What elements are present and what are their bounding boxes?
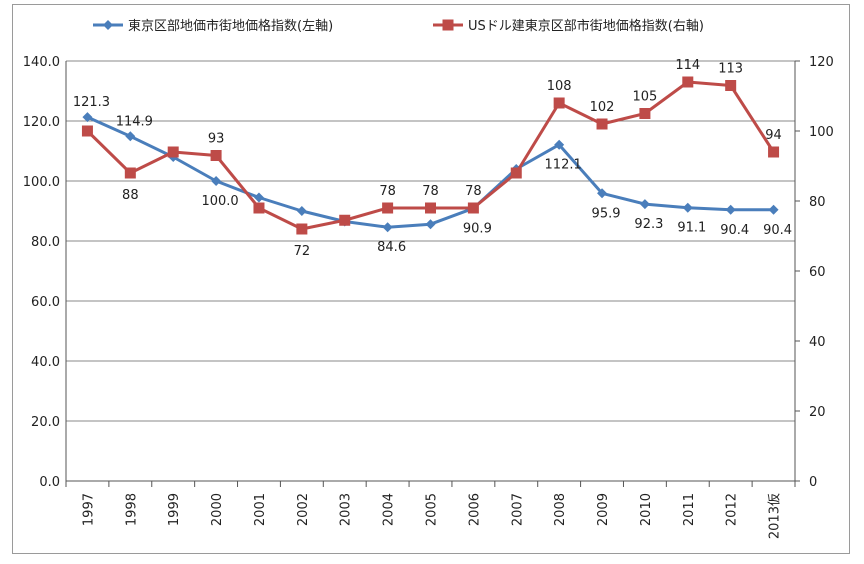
x-axis-tick-label: 2000 bbox=[210, 493, 225, 526]
data-point-square bbox=[596, 118, 608, 130]
data-point-diamond bbox=[639, 199, 650, 210]
data-label-right-series: 102 bbox=[590, 100, 615, 115]
data-point-square bbox=[382, 202, 394, 214]
data-point-diamond bbox=[253, 192, 264, 203]
x-axis-tick-label: 2001 bbox=[253, 493, 268, 526]
legend-label-2: USドル建東京区部市街地価格指数(右軸) bbox=[468, 18, 704, 34]
right-axis-tick-label: 100 bbox=[809, 125, 834, 140]
x-axis-tick-label: 2010 bbox=[639, 493, 654, 526]
left-axis-tick-label: 140.0 bbox=[23, 55, 60, 70]
chart-frame: 東京区部地価市街地価格指数(左軸) USドル建東京区部市街地価格指数(右軸) 0.… bbox=[12, 4, 850, 554]
x-axis-tick-label: 2013仮 bbox=[768, 493, 783, 539]
data-label-right-series: 113 bbox=[718, 62, 743, 77]
data-point-diamond bbox=[82, 112, 93, 123]
right-axis-tick-label: 120 bbox=[809, 55, 834, 70]
data-point-square bbox=[339, 214, 351, 226]
data-point-square bbox=[768, 146, 780, 158]
x-axis-tick-label: 2011 bbox=[682, 493, 697, 526]
data-point-square bbox=[553, 97, 565, 109]
x-axis-tick-label: 2009 bbox=[596, 493, 611, 526]
data-label-right-series: 105 bbox=[632, 90, 657, 105]
legend: 東京区部地価市街地価格指数(左軸) USドル建東京区部市街地価格指数(右軸) bbox=[93, 18, 704, 34]
data-label-left-series: 112.1 bbox=[545, 158, 582, 173]
data-point-diamond bbox=[296, 206, 307, 216]
data-label-left-series: 95.9 bbox=[592, 206, 621, 221]
data-label-right-series: 72 bbox=[294, 244, 311, 259]
data-label-left-series: 90.4 bbox=[763, 223, 792, 238]
legend-marker-square bbox=[442, 19, 454, 31]
left-axis-tick-label: 80.0 bbox=[31, 235, 60, 250]
x-axis-tick-label: 1997 bbox=[81, 493, 96, 526]
left-axis-tick-label: 0.0 bbox=[39, 475, 60, 490]
data-label-right-series: 94 bbox=[765, 128, 782, 143]
data-label-left-series: 121.3 bbox=[73, 95, 110, 110]
data-point-diamond bbox=[554, 139, 565, 150]
x-axis-tick-label: 2006 bbox=[467, 493, 482, 526]
data-label-left-series: 114.9 bbox=[116, 114, 153, 129]
data-point-square bbox=[210, 150, 222, 161]
left-axis-tick-label: 100.0 bbox=[23, 175, 60, 190]
data-label-left-series: 90.9 bbox=[463, 221, 492, 236]
legend-marker-diamond bbox=[103, 20, 113, 30]
right-axis-tick-label: 40 bbox=[809, 335, 826, 350]
x-axis-tick-label: 2012 bbox=[725, 493, 740, 526]
data-point-diamond bbox=[125, 131, 136, 142]
right-axis-tick-label: 60 bbox=[809, 265, 826, 280]
right-axis-tick-label: 0 bbox=[809, 475, 817, 490]
data-label-right-series: 108 bbox=[547, 79, 572, 94]
data-point-diamond bbox=[768, 204, 779, 215]
x-axis-tick-label: 2004 bbox=[382, 493, 397, 526]
data-point-diamond bbox=[682, 202, 693, 213]
data-label-right-series: 88 bbox=[122, 188, 139, 203]
x-axis-tick-label: 2005 bbox=[425, 493, 440, 526]
legend-label-1: 東京区部地価市街地価格指数(左軸) bbox=[128, 18, 333, 34]
data-point-square bbox=[81, 125, 93, 137]
x-axis-tick-label: 2003 bbox=[339, 493, 354, 526]
data-point-diamond bbox=[382, 222, 393, 233]
data-point-diamond bbox=[725, 204, 736, 215]
data-label-left-series: 92.3 bbox=[634, 217, 663, 232]
data-point-diamond bbox=[597, 188, 608, 199]
data-point-square bbox=[725, 80, 737, 91]
data-point-square bbox=[510, 167, 522, 179]
data-label-left-series: 84.6 bbox=[377, 240, 406, 255]
data-point-square bbox=[124, 167, 136, 179]
x-axis-tick-label: 2008 bbox=[553, 493, 568, 526]
left-axis-tick-label: 20.0 bbox=[31, 415, 60, 430]
data-label-right-series: 114 bbox=[675, 58, 700, 73]
data-label-right-series: 78 bbox=[422, 184, 439, 199]
left-axis-tick-label: 40.0 bbox=[31, 355, 60, 370]
gridlines bbox=[66, 60, 795, 482]
data-point-square bbox=[296, 223, 308, 235]
data-label-right-series: 78 bbox=[465, 184, 482, 199]
series-layer bbox=[81, 76, 780, 235]
x-axis-tick-label: 2007 bbox=[510, 493, 525, 526]
data-label-right-series: 93 bbox=[208, 132, 225, 147]
x-axis-tick-label: 1998 bbox=[124, 493, 139, 526]
x-axis-tick-label: 2002 bbox=[296, 493, 311, 526]
data-point-square bbox=[467, 202, 479, 214]
left-axis-tick-label: 60.0 bbox=[31, 295, 60, 310]
data-point-square bbox=[253, 202, 265, 214]
x-axis-tick-label: 1999 bbox=[167, 493, 182, 526]
right-axis-tick-label: 20 bbox=[809, 405, 826, 420]
data-label-left-series: 90.4 bbox=[720, 223, 749, 238]
data-point-square bbox=[425, 202, 436, 214]
left-axis-tick-label: 120.0 bbox=[23, 115, 60, 130]
data-point-square bbox=[167, 146, 179, 158]
data-label-right-series: 78 bbox=[379, 184, 396, 199]
data-point-square bbox=[682, 76, 694, 88]
data-label-left-series: 100.0 bbox=[201, 194, 238, 209]
axes: 0.0 20.0 40.0 60.0 80.0 100.0 120.0 140.0 0 20 40 6… bbox=[23, 55, 834, 539]
data-point-diamond bbox=[425, 219, 436, 230]
data-point-diamond bbox=[211, 176, 222, 186]
data-label-left-series: 91.1 bbox=[677, 221, 706, 236]
data-point-square bbox=[639, 108, 651, 119]
data-labels: 121.3 114.9 100.0 84.6 90.9 112.1 95.9 92.3 91.1… bbox=[73, 58, 792, 259]
chart-svg: 東京区部地価市街地価格指数(左軸) USドル建東京区部市街地価格指数(右軸) 0.… bbox=[23, 18, 834, 539]
right-axis-tick-label: 80 bbox=[809, 195, 826, 210]
